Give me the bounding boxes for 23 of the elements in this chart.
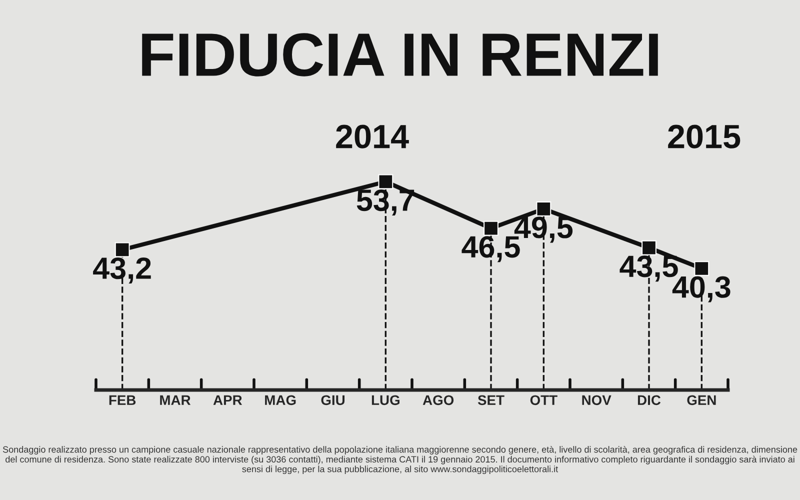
x-tick-label: APR [213,395,242,405]
x-tick-label: MAR [160,395,191,405]
text: 2014 [336,124,409,148]
x-tick-label: FEB [109,395,136,405]
point [378,174,394,190]
x-tick-label: OTT [530,395,558,406]
x-tick-label: GIU [321,395,344,406]
data-label: 43,2 [93,257,151,284]
x-tick-label: AGO [422,395,454,406]
point [536,201,552,216]
x-tick-label: MAG [265,395,296,406]
x-tick-label: SET [478,395,504,406]
chart-title: FIDUCIA IN RENZI [142,33,658,76]
x-tick-label: LUG [372,395,400,406]
point [114,242,130,258]
x-tick-label: NOV [582,395,612,406]
x-tick-label: GEN [687,395,716,406]
point [484,220,498,236]
text: 2015 [668,124,740,148]
point [694,261,710,276]
text: Sondaggio realizzato presso un campione casuale nazionale rappresentativo della popolazione italiana maggiorenne secondo genere, età, livello di scolarità, area geografica di residenza, dimensione del comune di residenza. Sono state realizzate 800 interviste (su 3036 contatti), mediante sistema CATI il 19 gennaio 2015. Il documento informativo completo riguardante il sondaggio sarà inviato ai sensi di legge, per la sua pubblicazione, al sito www.sondaggipoliticoelettorali.it [2,446,798,474]
x-tick-label: DIC [638,395,661,406]
point [642,240,656,256]
